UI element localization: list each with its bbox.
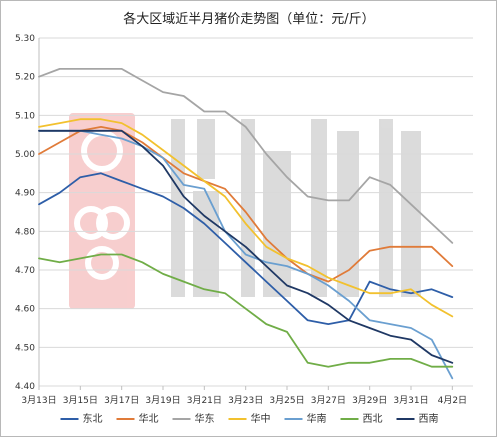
- series-line-6: [38, 253, 454, 368]
- y-tick-label: 4.60: [15, 305, 35, 315]
- x-tick-label: 3月19日: [145, 395, 180, 406]
- x-tick-label: 3月29日: [352, 395, 387, 406]
- series-line-4: [38, 118, 454, 318]
- y-tick-label: 5.30: [15, 34, 35, 44]
- series-line-1: [38, 172, 454, 326]
- chart-title: 各大区域近半月猪价走势图（单位：元/斤）: [123, 11, 374, 27]
- y-tick-label: 4.80: [15, 227, 35, 237]
- legend-label: 华南: [307, 412, 327, 425]
- legend-label: 华中: [251, 412, 271, 425]
- y-tick-label: 4.90: [15, 189, 35, 199]
- series-line-3: [38, 68, 454, 244]
- series-line-5: [38, 129, 454, 380]
- y-tick-label: 5.10: [15, 111, 35, 121]
- x-tick-label: 3月23日: [228, 395, 263, 406]
- series-lines: [38, 68, 454, 380]
- y-tick-label: 4.50: [15, 343, 35, 353]
- x-tick-label: 3月21日: [187, 395, 222, 406]
- grid: [38, 37, 473, 387]
- legend-label: 西南: [419, 412, 439, 425]
- x-tick-label: 3月15日: [63, 395, 98, 406]
- y-tick-label: 4.40: [15, 382, 35, 392]
- x-axis: 3月13日 3月15日 3月17日 3月19日 3月21日 3月23日 3月25日 3月27日…: [21, 386, 467, 406]
- legend-label: 华东: [195, 412, 215, 425]
- x-tick-label: 3月31日: [393, 395, 428, 406]
- series-line-7: [38, 129, 454, 364]
- x-tick-label: 3月25日: [269, 395, 304, 406]
- legend-label: 西北: [363, 413, 383, 425]
- watermark-logo: [69, 113, 135, 309]
- y-tick-label: 5.00: [15, 150, 35, 160]
- legend-label: 华北: [139, 412, 159, 425]
- y-tick-label: 5.20: [15, 73, 35, 83]
- legend: 东北 华北 华东 华中 华南 西北 西南: [60, 412, 439, 425]
- x-tick-label: 4月2日: [438, 395, 467, 406]
- series-line-2: [38, 126, 454, 283]
- x-tick-label: 3月13日: [21, 395, 56, 406]
- legend-label: 东北: [83, 412, 103, 425]
- y-axis: 4.40 4.50 4.60 4.70 4.80 4.90 5.00 5.10 5.20 5.30: [15, 34, 35, 392]
- y-tick-label: 4.70: [15, 266, 35, 276]
- x-tick-label: 3月17日: [104, 395, 139, 406]
- x-tick-label: 3月27日: [311, 395, 346, 406]
